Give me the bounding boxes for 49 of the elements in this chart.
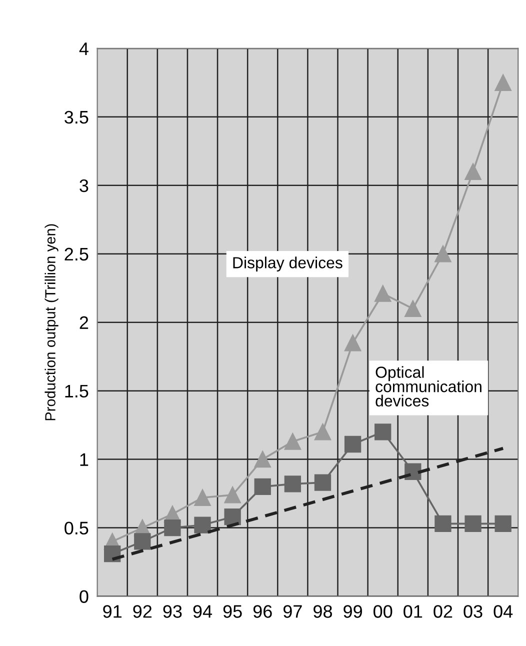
point: [404, 300, 422, 317]
point: [314, 474, 332, 491]
y-tick-label: 4: [79, 42, 88, 55]
x-tick-label: 03: [464, 605, 482, 618]
x-tick-label: 92: [133, 605, 152, 618]
point: [134, 533, 151, 550]
point: [344, 436, 362, 453]
point: [284, 476, 302, 492]
point: [284, 433, 302, 450]
x-tick-label: 04: [494, 605, 513, 618]
point: [164, 519, 181, 536]
x-tick-label: 91: [103, 605, 122, 618]
x-tick-label: 95: [223, 605, 242, 618]
y-tick-label: 2: [80, 316, 88, 329]
point: [254, 450, 271, 468]
point: [254, 478, 271, 496]
point: [194, 516, 211, 534]
point: [434, 246, 452, 262]
text: Display devices: [233, 256, 342, 272]
y-tick-label: 0: [80, 590, 88, 603]
y-tick-label: 1.5: [65, 384, 88, 398]
x-tick-label: 99: [344, 605, 362, 618]
point: [224, 508, 241, 526]
y-tick-label: 3.5: [64, 110, 88, 124]
x-tick-label: 94: [193, 605, 212, 618]
point: [464, 163, 482, 180]
y-tick-label: 0.5: [64, 522, 88, 534]
x-tick-label: 96: [253, 605, 272, 618]
x-tick-label: 02: [434, 605, 452, 618]
point: [374, 285, 392, 302]
y-tick-label: 3: [80, 179, 88, 192]
x-tick-label: 98: [314, 605, 332, 618]
series-label: Optical communication devices: [376, 366, 482, 407]
y-axis-title: Production output (Trillion yen): [44, 224, 58, 420]
point: [434, 515, 452, 532]
x-tick-label: 01: [404, 605, 422, 618]
x-tick-label: 93: [163, 605, 182, 618]
y-tick-label: 2.5: [64, 248, 88, 261]
x-tick-label: 97: [283, 605, 302, 618]
point: [194, 489, 211, 506]
point: [224, 486, 241, 504]
point: [374, 424, 392, 440]
point: [494, 74, 512, 92]
y-tick-label: 1: [80, 453, 88, 466]
point: [344, 334, 362, 352]
x-tick-label: 00: [374, 605, 392, 618]
point: [464, 515, 482, 532]
point: [314, 424, 332, 440]
point: [494, 515, 512, 532]
